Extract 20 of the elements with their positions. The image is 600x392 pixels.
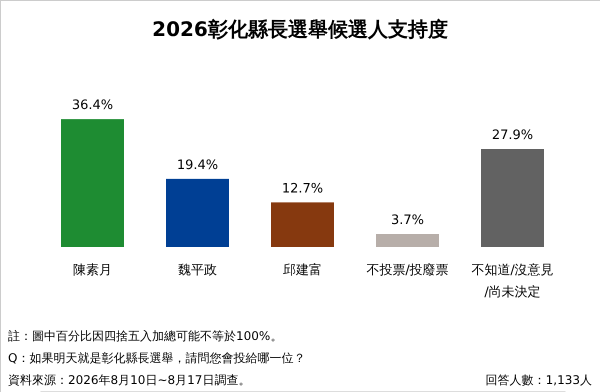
text: Q：如果明天就是彰化縣長選舉，請問您會投給哪一位？ (8, 351, 306, 365)
data-label: 27.9% (492, 128, 534, 143)
bar (61, 119, 124, 247)
x-tick-label: 不知道/沒意見/尚未決定 (471, 263, 554, 300)
data-label: 36.4% (72, 98, 114, 114)
source-note: 資料來源：2026年8月10日~8月17日調查。 (8, 373, 250, 387)
x-tick-label: 邱建富 (283, 262, 322, 278)
bar (166, 178, 229, 247)
text: 註：圖中百分比因四捨五入加總可能不等於100%。 (8, 329, 282, 343)
text: 回答人數：1,133人 (486, 373, 592, 387)
bar (376, 234, 439, 247)
x-tick-label: 陳素月 (73, 263, 112, 278)
data-label: 12.7% (282, 181, 324, 196)
bar (271, 202, 334, 247)
x-tick-label: 魏平政 (178, 263, 217, 278)
bar (481, 148, 544, 247)
x-tick-label: 不投票/投廢票 (366, 262, 449, 278)
data-label: 3.7% (390, 213, 424, 228)
chart-title: 2026彰化縣長選舉候選人支持度 (152, 17, 448, 41)
data-label: 19.4% (176, 158, 218, 173)
